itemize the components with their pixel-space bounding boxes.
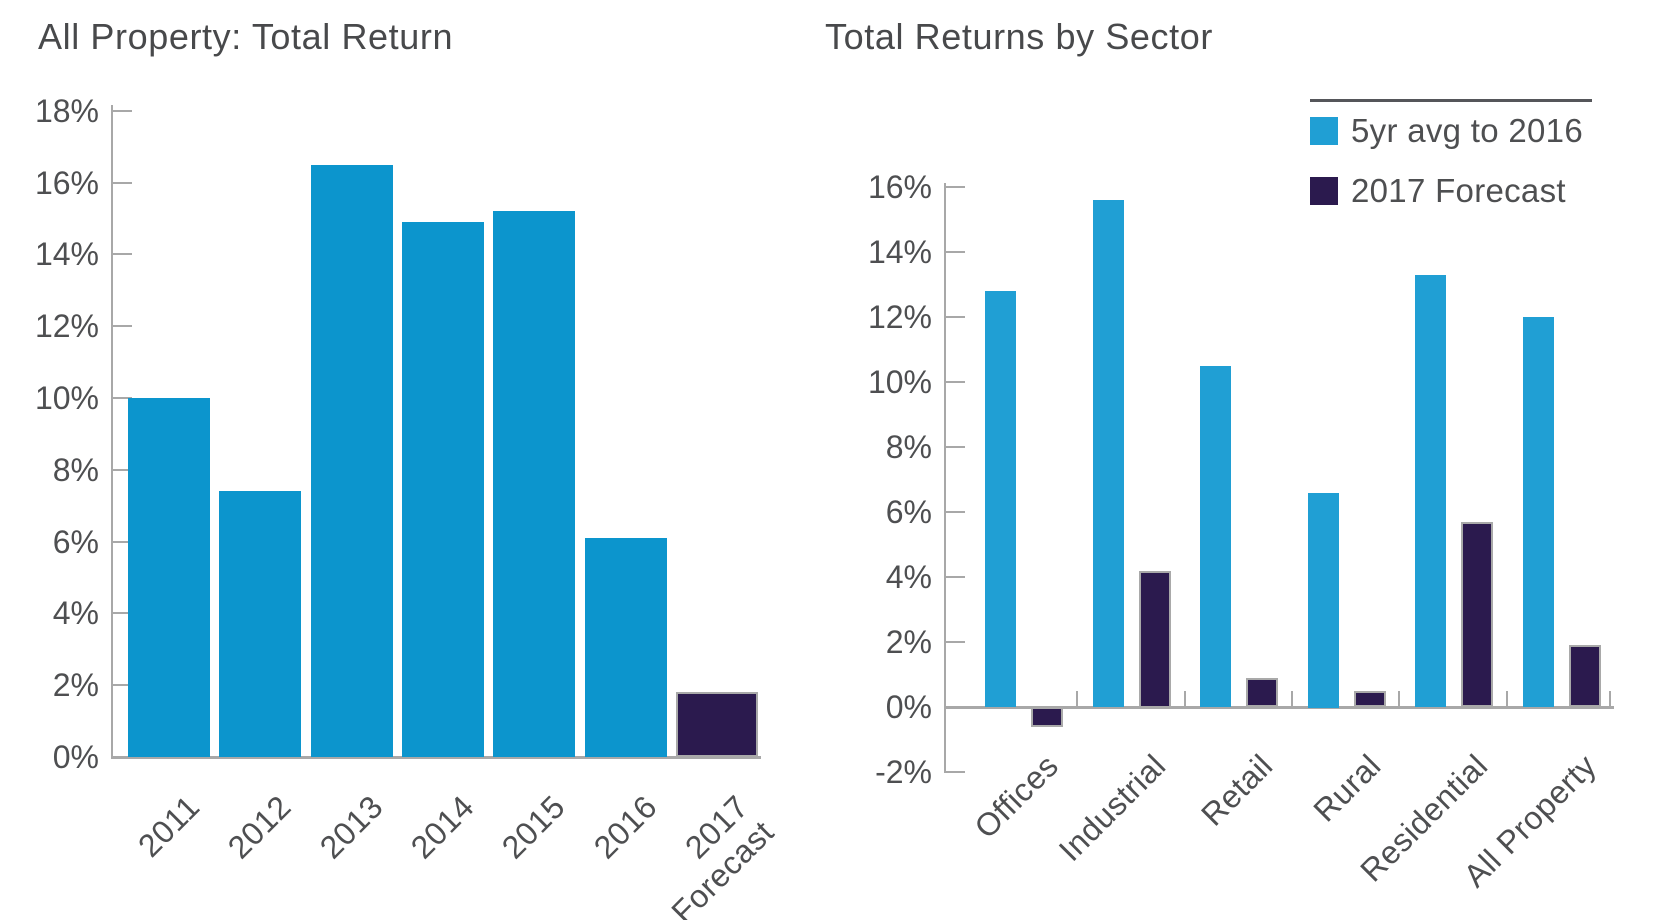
y-tick — [946, 316, 965, 318]
bar-2015 — [493, 211, 575, 757]
y-tick — [946, 511, 965, 513]
x-label-2011: 2011 — [131, 788, 207, 864]
y-tick-label: 6% — [52, 524, 99, 560]
y-tick-label: 10% — [34, 380, 99, 416]
y-tick-label: 2% — [885, 624, 932, 660]
y-tick — [946, 641, 965, 643]
legend-label-5yr-avg: 5yr avg to 2016 — [1351, 112, 1583, 149]
y-tick — [946, 381, 965, 383]
bar-5yr-avg-residential — [1415, 275, 1446, 707]
y-tick-label: 0% — [885, 689, 932, 725]
bar-2017-forecast-retail — [1246, 678, 1278, 707]
x-label-2014: 2014 — [403, 788, 481, 866]
y-tick-label: 16% — [34, 165, 99, 201]
y-tick-label: 4% — [885, 559, 932, 595]
x-axis-group-tick — [1506, 691, 1508, 707]
bar-5yr-avg-offices — [985, 291, 1016, 707]
legend-item-5yr-avg: 5yr avg to 2016 — [1310, 112, 1630, 150]
y-tick — [113, 612, 132, 614]
y-tick — [946, 771, 965, 773]
y-tick — [113, 110, 132, 112]
right-chart-title: Total Returns by Sector — [825, 16, 1213, 57]
y-tick — [113, 325, 132, 327]
y-tick-label: 16% — [867, 169, 932, 205]
y-tick — [946, 186, 965, 188]
y-tick — [946, 446, 965, 448]
x-axis-group-tick — [1291, 691, 1293, 707]
x-label-industrial: Industrial — [1051, 747, 1173, 869]
y-tick-label: 4% — [52, 595, 99, 631]
y-tick-label: 12% — [867, 299, 932, 335]
y-tick — [113, 397, 132, 399]
x-label-retail: Retail — [1194, 747, 1280, 833]
x-axis-baseline — [111, 756, 761, 759]
bar-2014 — [402, 222, 484, 757]
y-tick-label: 10% — [867, 364, 932, 400]
bar-2017-forecast-rural — [1354, 691, 1386, 707]
bar-2011 — [128, 398, 210, 757]
y-tick-label: 8% — [885, 429, 932, 465]
y-tick — [946, 576, 965, 578]
x-axis-group-tick — [1609, 691, 1611, 707]
x-label-2015: 2015 — [494, 788, 572, 866]
y-tick-label: 18% — [34, 93, 99, 129]
legend-rule — [1310, 99, 1592, 102]
y-tick — [113, 469, 132, 471]
x-axis-group-tick — [1076, 691, 1078, 707]
bar-2016 — [585, 538, 667, 757]
y-tick — [113, 253, 132, 255]
x-label-2013: 2013 — [312, 788, 390, 866]
y-tick-label: 14% — [34, 236, 99, 272]
y-tick — [946, 251, 965, 253]
x-label-2012: 2012 — [220, 788, 298, 866]
bar-5yr-avg-retail — [1200, 366, 1231, 707]
y-tick-label: -2% — [875, 754, 932, 790]
bar-5yr-avg-all-property — [1523, 317, 1554, 707]
x-label-2016: 2016 — [586, 788, 664, 866]
bar-2017-forecast — [676, 692, 758, 757]
legend-label-2017-forecast: 2017 Forecast — [1351, 172, 1566, 209]
y-axis-line — [111, 105, 113, 757]
y-axis-line — [944, 183, 946, 773]
bar-5yr-avg-rural — [1308, 493, 1339, 708]
left-chart-title: All Property: Total Return — [38, 16, 454, 57]
x-label-rural: Rural — [1306, 747, 1388, 829]
bar-2017-forecast-industrial — [1139, 571, 1171, 708]
y-tick — [113, 541, 132, 543]
bar-2012 — [219, 491, 301, 757]
y-tick-label: 6% — [885, 494, 932, 530]
x-axis-group-tick — [1398, 691, 1400, 707]
bar-2013 — [311, 165, 393, 757]
bar-2017-forecast-residential — [1461, 522, 1493, 707]
x-label-2017-forecast: 2017 Forecast — [663, 788, 781, 920]
bar-2017-forecast-offices — [1031, 707, 1063, 727]
y-tick-label: 12% — [34, 308, 99, 344]
bar-5yr-avg-industrial — [1093, 200, 1124, 707]
legend-swatch-5yr-avg — [1310, 117, 1338, 145]
y-tick-label: 8% — [52, 452, 99, 488]
legend-swatch-2017-forecast — [1310, 177, 1338, 205]
y-tick-label: 14% — [867, 234, 932, 270]
x-label-offices: Offices — [966, 747, 1065, 846]
y-tick-label: 0% — [52, 739, 99, 775]
x-axis-group-tick — [1184, 691, 1186, 707]
y-tick — [113, 182, 132, 184]
y-tick — [113, 684, 132, 686]
x-axis-baseline — [944, 706, 1614, 709]
bar-2017-forecast-all-property — [1569, 645, 1601, 707]
y-tick-label: 2% — [52, 667, 99, 703]
legend-item-2017-forecast: 2017 Forecast — [1310, 172, 1630, 210]
legend: 5yr avg to 2016 2017 Forecast — [1310, 99, 1630, 210]
